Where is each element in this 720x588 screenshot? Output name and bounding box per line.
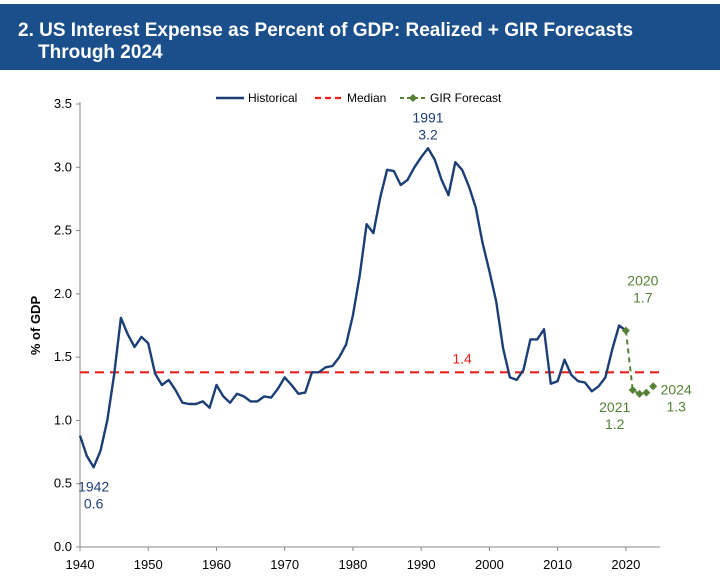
ann-1942-value: 0.6	[84, 495, 104, 511]
y-tick-label: 0.5	[54, 476, 72, 491]
ann-2021-value: 1.2	[605, 416, 625, 432]
y-tick-label: 3.0	[54, 159, 72, 174]
y-tick-label: 1.5	[54, 349, 72, 364]
x-tick-label: 2000	[475, 557, 504, 572]
ann-2024-value: 1.3	[666, 398, 686, 414]
ann-2024-year: 2024	[661, 381, 692, 397]
forecast-marker	[649, 382, 658, 391]
forecast-marker	[628, 386, 637, 395]
x-tick-label: 1990	[407, 557, 436, 572]
y-axis-label: % of GDP	[28, 296, 43, 356]
x-tick-label: 1980	[338, 557, 367, 572]
y-tick-label: 2.0	[54, 286, 72, 301]
ann-median-value: 1.4	[452, 350, 472, 366]
x-tick-label: 1950	[134, 557, 163, 572]
forecast-marker	[635, 389, 644, 398]
series-gir-forecast-line	[624, 330, 654, 395]
legend-forecast-label: GIR Forecast	[430, 91, 502, 105]
ann-1991-value: 3.2	[418, 126, 438, 142]
ann-2020-year: 2020	[627, 273, 658, 289]
y-tick-label: 2.5	[54, 223, 72, 238]
ann-1991-year: 1991	[412, 109, 443, 125]
x-tick-label: 2010	[543, 557, 572, 572]
x-tick-label: 1940	[66, 557, 95, 572]
y-tick-label: 1.0	[54, 412, 72, 427]
series-historical-line	[78, 147, 627, 469]
legend-median-label: Median	[347, 91, 386, 105]
legend-historical-label: Historical	[248, 91, 297, 105]
x-tick-label: 2020	[611, 557, 640, 572]
x-tick-label: 1960	[202, 557, 231, 572]
chart-title: 2. US Interest Expense as Percent of GDP…	[18, 20, 708, 64]
y-tick-label: 0.0	[54, 539, 72, 554]
legend-forecast-marker	[409, 94, 417, 102]
x-tick-label: 1970	[270, 557, 299, 572]
ann-2021-year: 2021	[599, 399, 630, 415]
forecast-marker	[621, 326, 630, 335]
title-bar: 2. US Interest Expense as Percent of GDP…	[0, 4, 720, 70]
ann-2020-value: 1.7	[633, 290, 653, 306]
chart-title-line-2: Through 2024	[38, 42, 163, 63]
ann-1942-year: 1942	[78, 478, 109, 494]
forecast-marker	[642, 388, 651, 397]
chart-title-line-1: 2. US Interest Expense as Percent of GDP…	[18, 20, 634, 41]
y-tick-label: 3.5	[54, 96, 72, 111]
